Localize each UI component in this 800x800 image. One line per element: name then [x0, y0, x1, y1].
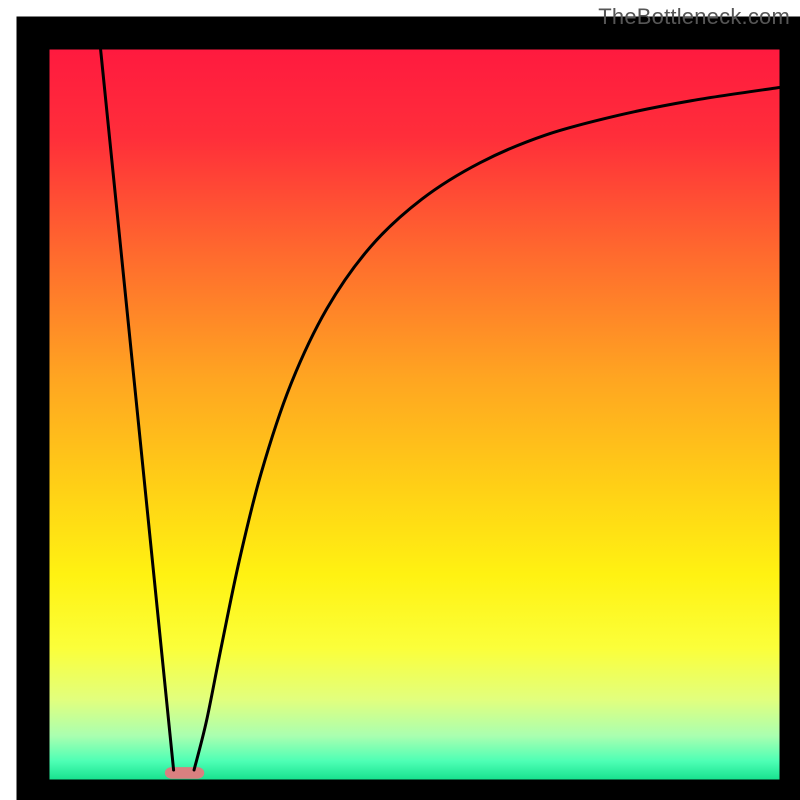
background-gradient [50, 50, 780, 780]
chart-container: TheBottleneck.com [0, 0, 800, 800]
bottom-marker [165, 767, 204, 779]
bottleneck-chart [0, 0, 800, 800]
watermark-text: TheBottleneck.com [598, 4, 790, 30]
plot-area [50, 50, 780, 780]
